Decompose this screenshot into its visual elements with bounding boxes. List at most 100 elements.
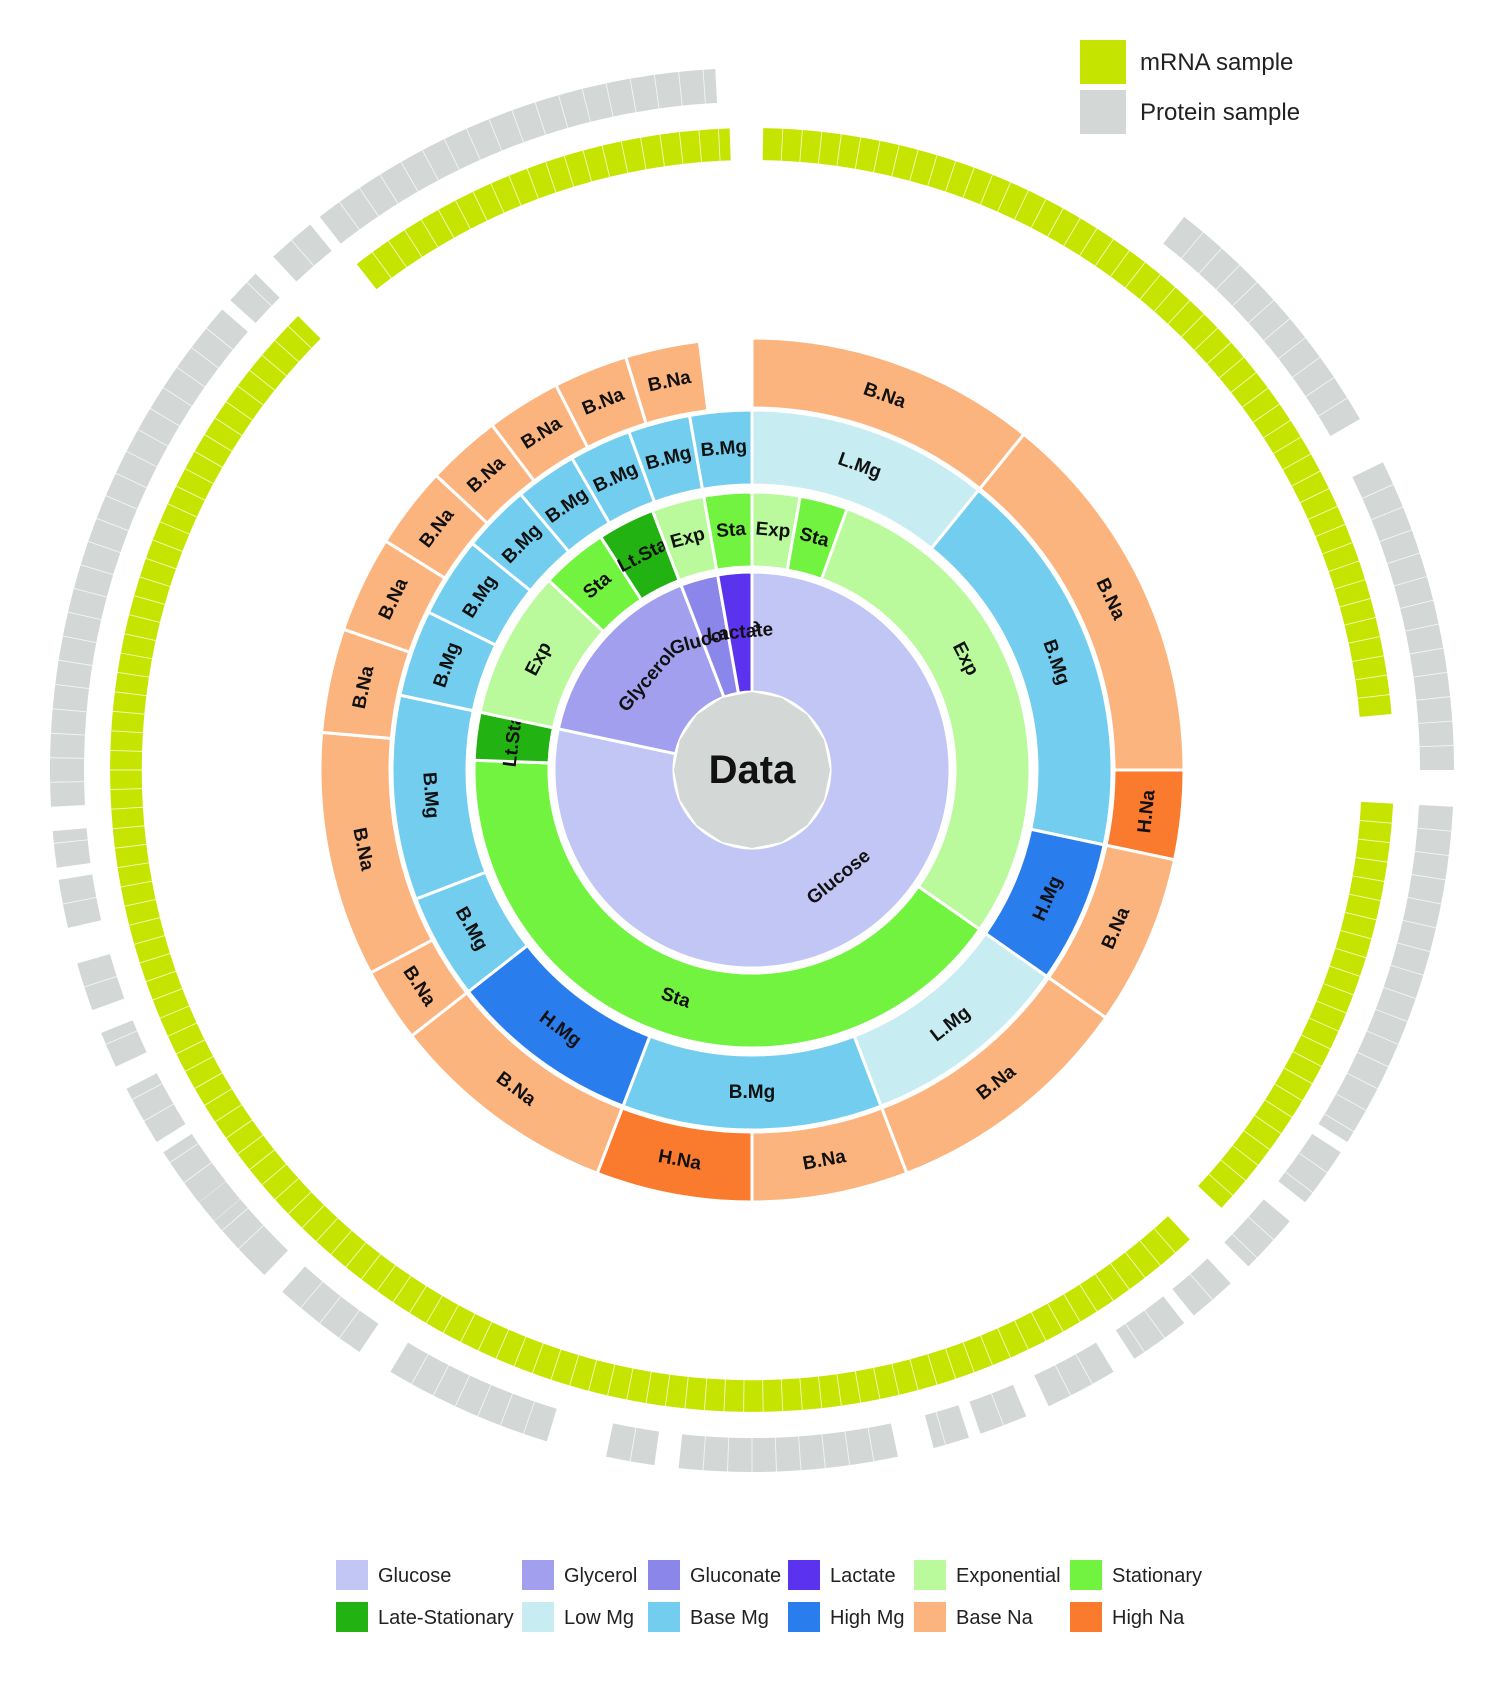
protein-sample-tick xyxy=(629,1427,637,1462)
protein-sample-tick xyxy=(62,897,97,905)
mrna-sample-tick xyxy=(376,1264,396,1292)
protein-sample-arc-21 xyxy=(52,828,91,868)
mrna-sample-tick xyxy=(1153,1228,1176,1253)
mrna-sample-tick xyxy=(249,369,275,391)
mrna-sample-tick xyxy=(854,1371,862,1403)
mrna-sample-tick xyxy=(909,149,919,181)
magnesium-label-14: B.Mg xyxy=(700,436,748,461)
protein-sample-tick xyxy=(1418,720,1453,724)
protein-sample-tick xyxy=(53,839,88,844)
protein-sample-tick xyxy=(454,1375,471,1407)
protein-sample-tick xyxy=(1346,1072,1378,1090)
protein-sample-tick xyxy=(150,408,180,427)
protein-sample-tick xyxy=(581,88,591,122)
protein-sample-tick xyxy=(1413,671,1448,678)
mrna-sample-tick xyxy=(111,730,144,734)
protein-sample-tick xyxy=(1181,231,1204,259)
mrna-sample-tick xyxy=(1047,1303,1064,1332)
mrna-sample-tick xyxy=(997,1328,1011,1358)
mrna-sample-tick xyxy=(204,434,233,452)
mrna-sample-tick xyxy=(159,1005,190,1019)
center-hub: Data xyxy=(674,692,830,848)
condition-legend-swatch xyxy=(914,1602,946,1632)
protein-sample-tick xyxy=(1054,1364,1072,1396)
protein-sample-tick xyxy=(300,1281,323,1309)
protein-sample-tick xyxy=(477,1384,492,1417)
mrna-sample-tick xyxy=(261,1163,287,1186)
mrna-sample-tick xyxy=(261,354,287,377)
mrna-sample-tick xyxy=(372,251,392,279)
protein-sample-arc-11 xyxy=(606,1423,660,1466)
mrna-sample-tick xyxy=(1014,1320,1029,1350)
condition-legend-swatch xyxy=(914,1560,946,1590)
mrna-sample-tick xyxy=(249,1149,275,1171)
mrna-sample-tick xyxy=(626,1368,634,1400)
protein-sample-tick xyxy=(1366,1030,1399,1045)
protein-sample-tick xyxy=(702,69,706,104)
mrna-sample-tick xyxy=(490,183,505,213)
mrna-sample-tick xyxy=(110,788,143,791)
protein-sample-tick xyxy=(126,450,158,468)
condition-legend-label: High Mg xyxy=(830,1607,904,1629)
mrna-sample-tick xyxy=(909,1359,919,1391)
protein-sample-tick xyxy=(96,518,129,532)
sample-legend-swatch xyxy=(1080,90,1126,134)
protein-sample-arc-19 xyxy=(77,954,125,1011)
growth-phase-label-8: Exp xyxy=(755,518,792,542)
mrna-sample-tick xyxy=(1349,893,1381,902)
mrna-sample-tick xyxy=(1264,1099,1293,1118)
mrna-sample-tick xyxy=(873,140,881,173)
mrna-sample-tick xyxy=(620,141,629,173)
protein-sample-tick xyxy=(1397,942,1431,953)
mrna-sample-tick xyxy=(1315,523,1346,537)
mrna-sample-tick xyxy=(420,219,439,248)
mrna-sample-tick xyxy=(214,417,243,436)
mrna-sample-tick xyxy=(1273,436,1302,454)
protein-sample-tick xyxy=(67,611,102,621)
growth-phase-segment-9 xyxy=(785,494,850,582)
mrna-sample-tick xyxy=(133,935,166,945)
mrna-sample-tick xyxy=(1230,372,1257,393)
protein-sample-arc-3 xyxy=(1278,1133,1341,1203)
protein-sample-tick xyxy=(867,1427,875,1462)
mrna-sample-tick xyxy=(780,128,784,161)
protein-sample-tick xyxy=(1416,696,1451,701)
mrna-sample-arc-3 xyxy=(356,128,731,290)
sample-legend: mRNA sample Protein sample xyxy=(1080,40,1300,134)
protein-sample-arc-2 xyxy=(1318,804,1454,1142)
protein-sample-arc-7 xyxy=(1034,1342,1114,1407)
protein-sample-tick xyxy=(702,1436,706,1471)
mrna-sample-tick xyxy=(495,1329,510,1359)
mrna-sample-tick xyxy=(1139,1240,1161,1266)
mrna-sample-tick xyxy=(1263,419,1291,439)
mrna-sample-tick xyxy=(437,209,455,238)
protein-sample-tick xyxy=(1402,919,1437,929)
protein-sample-tick xyxy=(80,564,114,576)
protein-sample-tick xyxy=(1393,576,1427,587)
mrna-sample-tick xyxy=(128,917,161,926)
mrna-sample-tick xyxy=(237,385,264,406)
carbon-source-segment-0 xyxy=(552,570,952,970)
mrna-sample-tick xyxy=(836,1373,842,1406)
protein-sample-tick xyxy=(131,1083,163,1100)
mrna-sample-tick xyxy=(1242,387,1269,408)
condition-legend-label: High Na xyxy=(1112,1607,1185,1629)
mrna-sample-tick xyxy=(762,1379,764,1412)
mrna-sample-tick xyxy=(927,155,938,187)
mrna-sample-tick xyxy=(477,1321,493,1351)
protein-sample-tick xyxy=(466,128,481,160)
protein-sample-tick xyxy=(1324,1113,1354,1132)
protein-sample-tick xyxy=(50,757,85,759)
mrna-sample-tick xyxy=(287,325,312,349)
condition-legend-swatch xyxy=(788,1602,820,1632)
mrna-sample-tick xyxy=(780,1379,784,1412)
sodium-ring: B.NaB.NaH.NaB.NaB.NaB.NaH.NaB.NaB.NaB.Na… xyxy=(318,336,1186,1204)
protein-sample-tick xyxy=(1411,874,1446,881)
mrna-sample-tick xyxy=(645,1371,652,1404)
protein-sample-tick xyxy=(1298,1152,1328,1174)
protein-sample-tick xyxy=(534,102,547,135)
mrna-sample-tick xyxy=(1030,199,1047,228)
mrna-sample-tick xyxy=(817,1376,823,1409)
mrna-sample-tick xyxy=(145,557,177,570)
